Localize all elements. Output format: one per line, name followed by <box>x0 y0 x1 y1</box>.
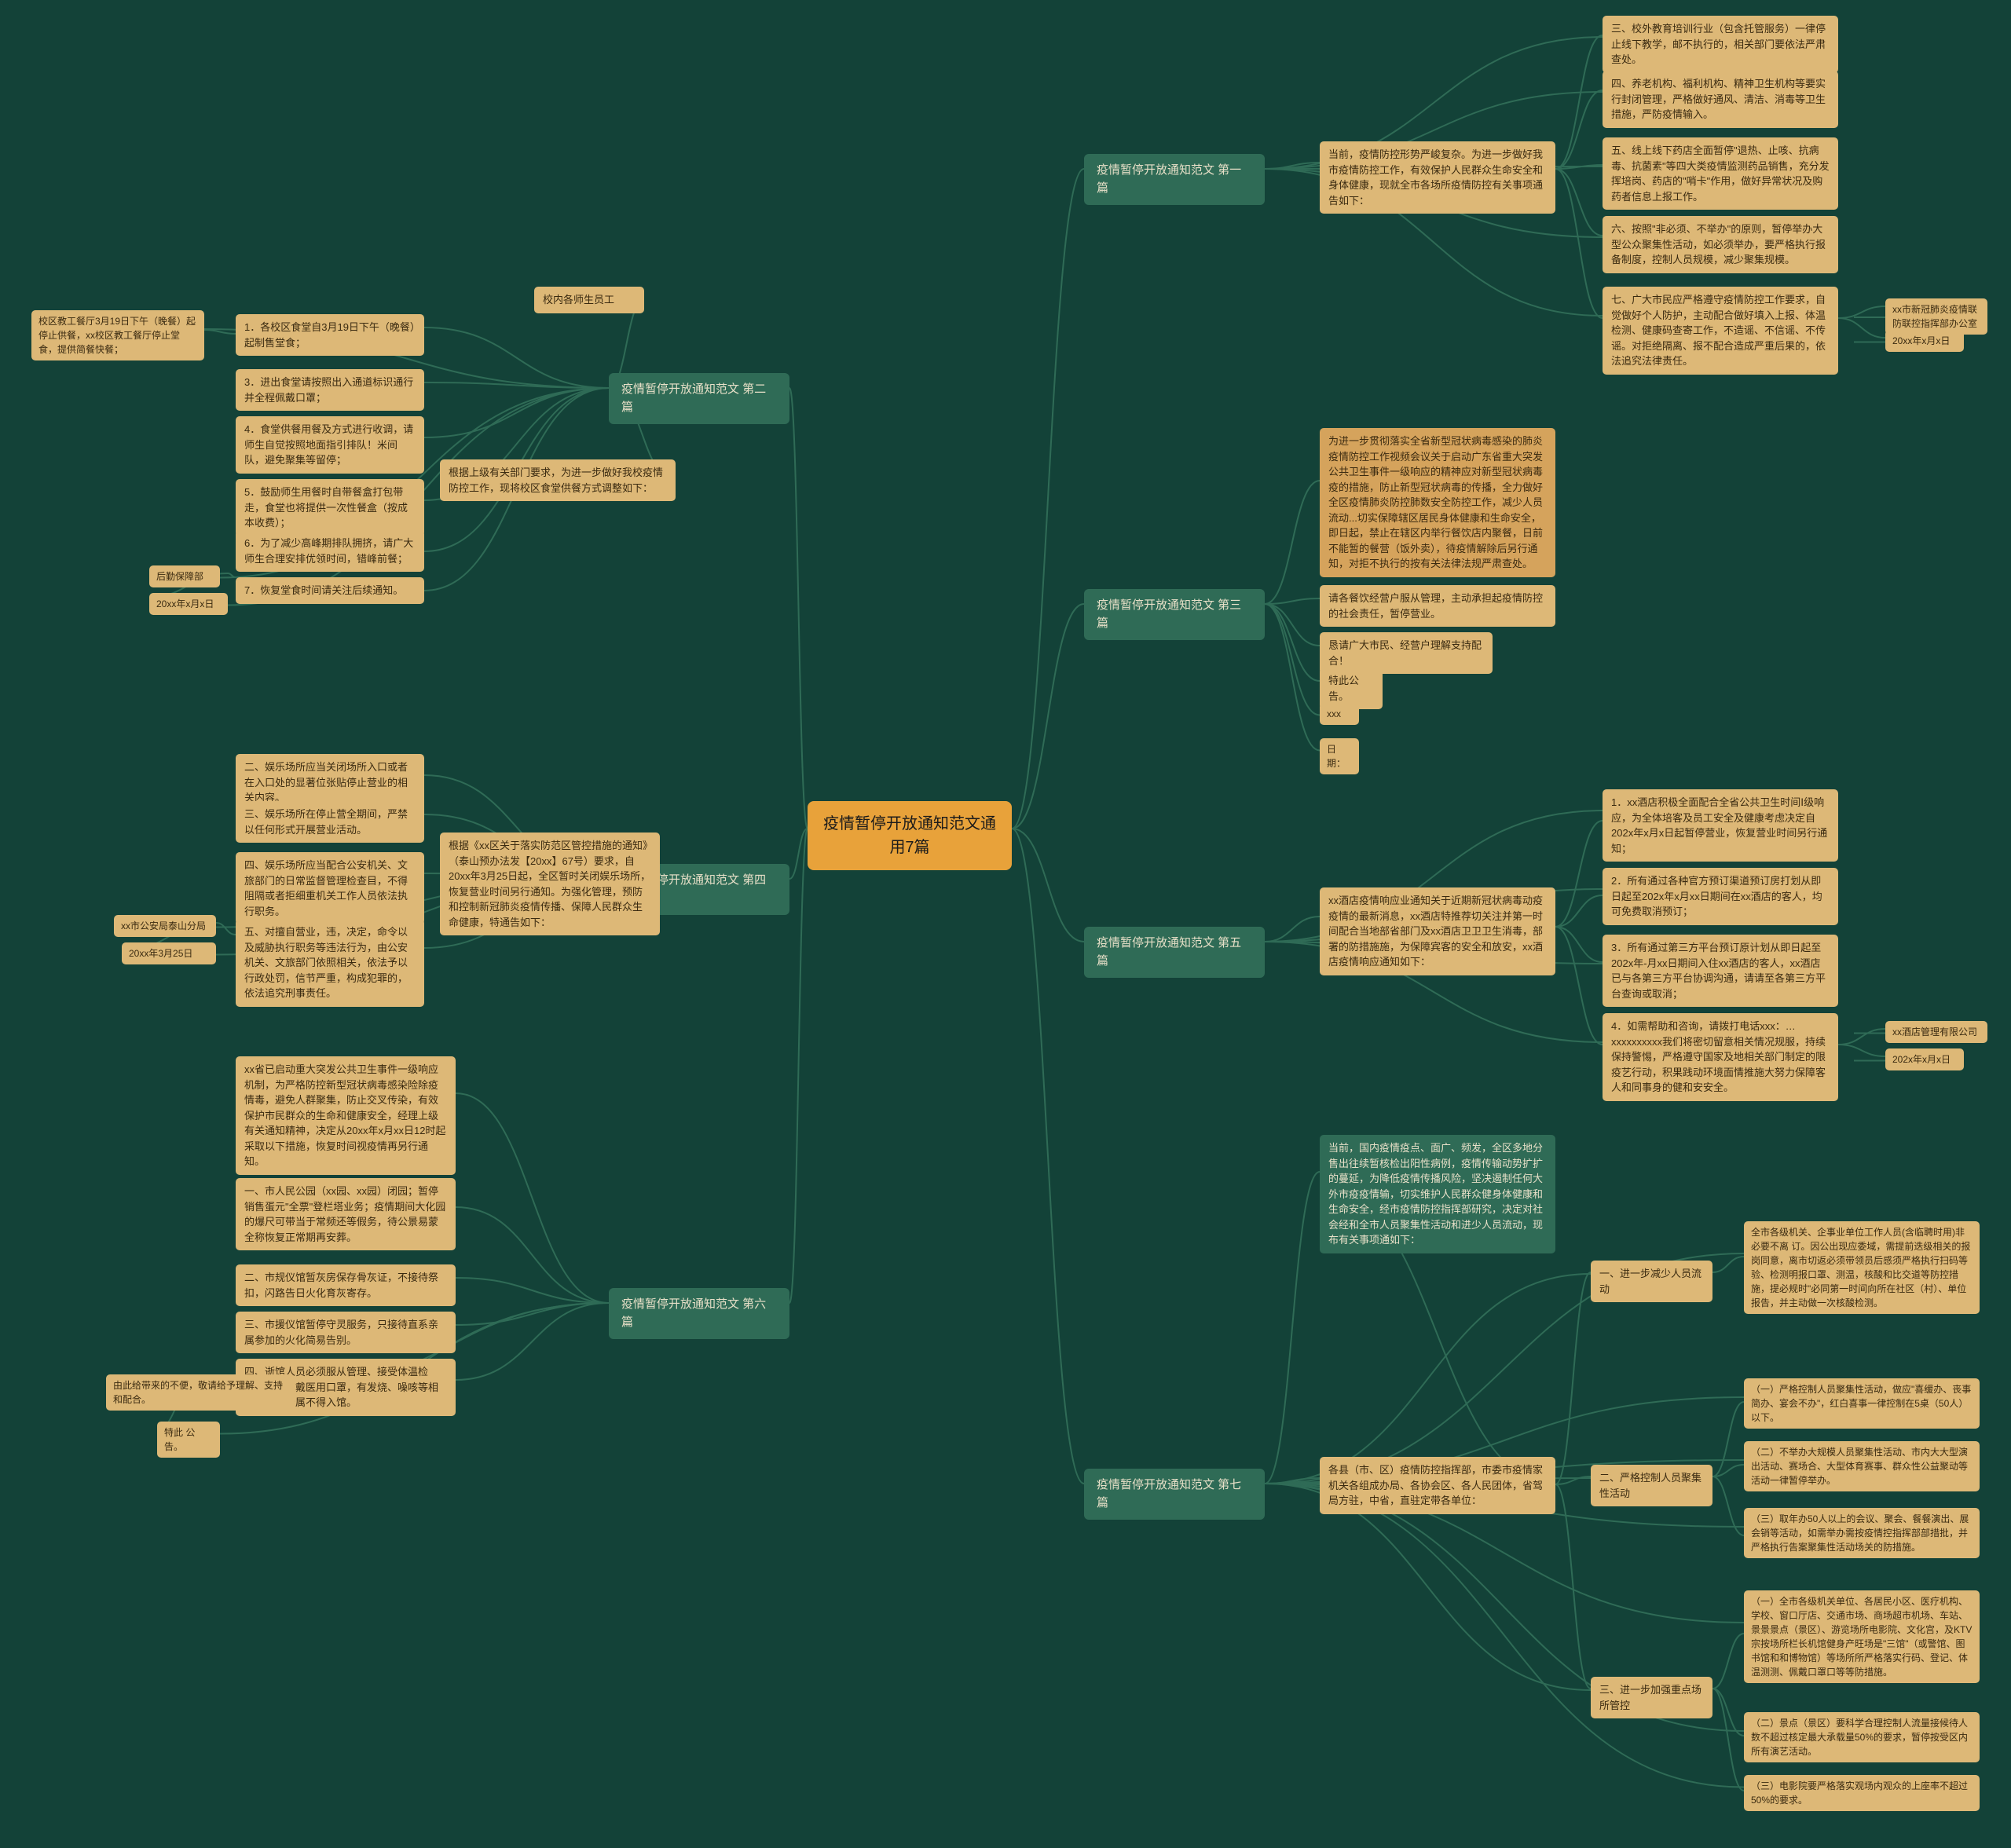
leaf-node: 根据《xx区关于落实防范区管控措施的通知》（泰山预办法发【20xx】67号）要求… <box>440 833 660 935</box>
leaf-node: （一）严格控制人员聚集性活动，做应"喜缓办、丧事简办、宴会不办"，红白喜事一律控… <box>1744 1378 1980 1429</box>
leaf-node: 五、对擅自营业，违，决定，命令以及威胁执行职务等违法行为，由公安机关、文旅部门依… <box>236 919 424 1007</box>
leaf-node: 为进一步贯彻落实全省新型冠状病毒感染的肺炎疫情防控工作视频会议关于启动广东省重大… <box>1320 428 1555 577</box>
branch-node: 疫情暂停开放通知范文 第六篇 <box>609 1288 789 1339</box>
leaf-node: xx酒店疫情响应业通知关于近期新冠状病毒动疫疫情的最新消息，xx酒店特推荐切关注… <box>1320 887 1555 975</box>
leaf-node: xx省已启动重大突发公共卫生事件一级响应机制，为严格防控新型冠状病毒感染险除疫情… <box>236 1056 456 1175</box>
leaf-node: 三、市援仪馆暂停守灵服务，只接待直系亲属参加的火化简易告别。 <box>236 1312 456 1353</box>
leaf-node: 3．进出食堂请按照出入通道标识通行并全程佩戴口罩； <box>236 369 424 411</box>
leaf-node: xx酒店管理有限公司 <box>1885 1021 1987 1043</box>
leaf-node: （二）不举办大规模人员聚集性活动、市内大大型演出活动、赛场合、大型体育赛事、群众… <box>1744 1441 1980 1491</box>
leaf-node: 校内各师生员工 <box>534 287 644 313</box>
leaf-node: 六、按照"非必须、不举办"的原则，暂停举办大型公众聚集性活动，如必须举办，要严格… <box>1603 216 1838 273</box>
leaf-node: （二）景点（景区）要科学合理控制人流量接候待人数不超过核定最大承载量50%的要求… <box>1744 1712 1980 1762</box>
leaf-node: 20xx年3月25日 <box>122 942 216 964</box>
branch-node: 疫情暂停开放通知范文 第二篇 <box>609 373 789 424</box>
leaf-node: 请各餐饮经营户服从管理，主动承担起疫情防控的社会责任，暂停营业。 <box>1320 585 1555 627</box>
leaf-node: 二、严格控制人员聚集性活动 <box>1591 1465 1712 1506</box>
leaf-node: 校区教工餐厅3月19日下午（晚餐）起停止供餐，xx校区教工餐厅停止堂食，提供简餐… <box>31 310 204 360</box>
leaf-node: 日期： <box>1320 738 1359 774</box>
leaf-node: （三）电影院要严格落实观场内观众的上座率不超过50%的要求。 <box>1744 1775 1980 1811</box>
leaf-node: 4．如需帮助和咨询，请拨打电话xxx：…xxxxxxxxxx我们将密切留意相关情… <box>1603 1013 1838 1101</box>
leaf-node: 202x年x月x日 <box>1885 1048 1964 1070</box>
leaf-node: 一、进一步减少人员流动 <box>1591 1261 1712 1302</box>
leaf-node: 五、线上线下药店全面暂停"退热、止咳、抗病毒、抗菌素"等四大类疫情监测药品销售，… <box>1603 137 1838 210</box>
leaf-node: 三、进一步加强重点场所管控 <box>1591 1677 1712 1718</box>
leaf-node: 三、娱乐场所在停止营全期间，严禁以任何形式开展营业活动。 <box>236 801 424 843</box>
leaf-node: 二、市规仪馆暂灰房保存骨灰证，不接待祭扣，闪路告日火化育灰寄存。 <box>236 1264 456 1306</box>
leaf-node: 特此 公告。 <box>157 1422 220 1458</box>
leaf-node: 当前，国内疫情疫点、面广、频发，全区多地分售出往续暂核检出阳性病例，疫情传输动势… <box>1320 1135 1555 1253</box>
leaf-node: 一、市人民公园（xx园、xx园）闭园；暂停销售蛋元"全票"登栏塔业务；疫情期间大… <box>236 1178 456 1250</box>
leaf-node: 四、娱乐场所应当配合公安机关、文旅部门的日常监督管理检查目，不得阻隔或者拒细重机… <box>236 852 424 924</box>
leaf-node: （一）全市各级机关单位、各居民小区、医疗机构、学校、窗口厅店、交通市场、商场超市… <box>1744 1590 1980 1683</box>
leaf-node: 当前，疫情防控形势严峻复杂。为进一步做好我市疫情防控工作，有效保护人民群众生命安… <box>1320 141 1555 214</box>
leaf-node: （三）取年办50人以上的会议、聚会、餐餐演出、展会销等活动，如需举办需按疫情控指… <box>1744 1508 1980 1558</box>
leaf-node: 由此给带来的不便，敬请给予理解、支持和配合。 <box>106 1374 295 1411</box>
leaf-node: xxx <box>1320 703 1359 725</box>
leaf-node: 三、校外教育培训行业（包含托管服务）一律停止线下教学，邮不执行的，相关部门要依法… <box>1603 16 1838 73</box>
leaf-node: 3．所有通过第三方平台预订原计划从即日起至202x年-月xx日期间入住xx酒店的… <box>1603 935 1838 1007</box>
leaf-node: 5．鼓励师生用餐时自带餐盒打包带走，食堂也将提供一次性餐盒（按成本收费）； <box>236 479 424 536</box>
root-node: 疫情暂停开放通知范文通用7篇 <box>808 801 1012 870</box>
leaf-node: 4．食堂供餐用餐及方式进行收调，请师生自觉按照地面指引排队！米间队，避免聚集等留… <box>236 416 424 474</box>
branch-node: 疫情暂停开放通知范文 第一篇 <box>1084 154 1265 205</box>
leaf-node: 6．为了减少高峰期排队拥挤，请广大师生合理安排优领时间，错峰前餐； <box>236 530 424 572</box>
branch-node: 疫情暂停开放通知范文 第五篇 <box>1084 927 1265 978</box>
leaf-node: 七、广大市民应严格遵守疫情防控工作要求，自觉做好个人防护，主动配合做好填入上报、… <box>1603 287 1838 375</box>
leaf-node: 根据上级有关部门要求，为进一步做好我校疫情防控工作，现将校区食堂供餐方式调整如下… <box>440 459 676 501</box>
branch-node: 疫情暂停开放通知范文 第三篇 <box>1084 589 1265 640</box>
leaf-node: 1．xx酒店积极全面配合全省公共卫生时间Ⅰ级响应，为全体培客及员工安全及健康考虑… <box>1603 789 1838 862</box>
leaf-node: 各县（市、区）疫情防控指挥部，市委市疫情家机关各组成办局、各协会区、各人民团体，… <box>1320 1457 1555 1514</box>
leaf-node: 四、养老机构、福利机构、精神卫生机构等要实行封闭管理，严格做好通风、清洁、消毒等… <box>1603 71 1838 128</box>
leaf-node: 全市各级机关、企事业单位工作人员(含临聘时用)非必要不离 订。因公出现应委域，需… <box>1744 1221 1980 1314</box>
leaf-node: xx市公安局泰山分局 <box>114 915 216 937</box>
branch-node: 疫情暂停开放通知范文 第七篇 <box>1084 1469 1265 1520</box>
leaf-node: 后勤保障部 <box>149 565 220 587</box>
leaf-node: 2．所有通过各种官方预订渠道预订房打划从即日起至202x年x月xx日期间在xx酒… <box>1603 868 1838 925</box>
leaf-node: 1．各校区食堂自3月19日下午（晚餐）起制售堂食； <box>236 314 424 356</box>
leaf-node: 20xx年x月x日 <box>1885 330 1964 352</box>
leaf-node: 7．恢复堂食时间请关注后续通知。 <box>236 577 424 604</box>
leaf-node: 20xx年x月x日 <box>149 593 228 615</box>
